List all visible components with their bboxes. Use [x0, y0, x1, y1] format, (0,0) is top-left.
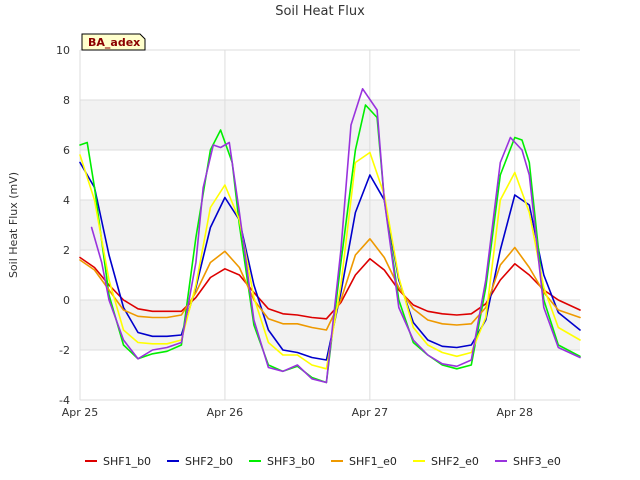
x-tick-label: Apr 27 [352, 406, 389, 419]
legend-item: SHF1_e0 [331, 455, 397, 468]
band [80, 50, 580, 100]
series-line-shf3-e0 [90, 88, 581, 384]
series-line-shf2-e0 [79, 151, 581, 370]
x-tick-label: Apr 25 [62, 406, 99, 419]
x-tick-label: Apr 28 [497, 406, 534, 419]
y-tick-label: 4 [63, 194, 70, 207]
legend-item: SHF2_e0 [413, 455, 479, 468]
legend-label: SHF2_e0 [431, 455, 479, 468]
badge-label: BA_adex [88, 36, 140, 49]
legend-label: SHF3_b0 [267, 455, 315, 468]
legend-item: SHF3_b0 [249, 455, 315, 468]
legend: SHF1_b0 SHF2_b0 SHF3_b0 SHF1_e0 SHF2_e0 SHF3_… [85, 455, 561, 468]
chart-title: Soil Heat Flux [275, 4, 365, 19]
y-tick-label: 8 [63, 94, 70, 107]
series-lines [79, 88, 581, 384]
band [80, 200, 580, 250]
legend-item: SHF1_b0 [85, 455, 151, 468]
x-axis-ticks: Apr 25 Apr 26 Apr 27 Apr 28 [62, 406, 533, 419]
y-tick-label: 0 [63, 294, 70, 307]
legend-label: SHF2_b0 [185, 455, 233, 468]
y-tick-label: -2 [59, 344, 70, 357]
legend-label: SHF3_e0 [513, 455, 561, 468]
series-line-shf2-b0 [79, 161, 581, 361]
y-axis-label: Soil Heat Flux (mV) [7, 172, 20, 278]
series-line-shf1-e0 [79, 238, 581, 331]
y-tick-label: 6 [63, 144, 70, 157]
x-tick-label: Apr 26 [207, 406, 244, 419]
y-tick-label: -4 [59, 394, 70, 407]
y-tick-label: 2 [63, 244, 70, 257]
legend-label: SHF1_e0 [349, 455, 397, 468]
band [80, 100, 580, 150]
legend-item: SHF2_b0 [167, 455, 233, 468]
badge-box [81, 33, 146, 51]
legend-label: SHF1_b0 [103, 455, 151, 468]
station-badge: BA_adex [81, 33, 146, 51]
grid-lines [79, 49, 580, 401]
y-axis-ticks: -4 -2 0 2 4 6 8 10 [56, 44, 70, 407]
legend-item: SHF3_e0 [495, 455, 561, 468]
y-tick-label: 10 [56, 44, 70, 57]
